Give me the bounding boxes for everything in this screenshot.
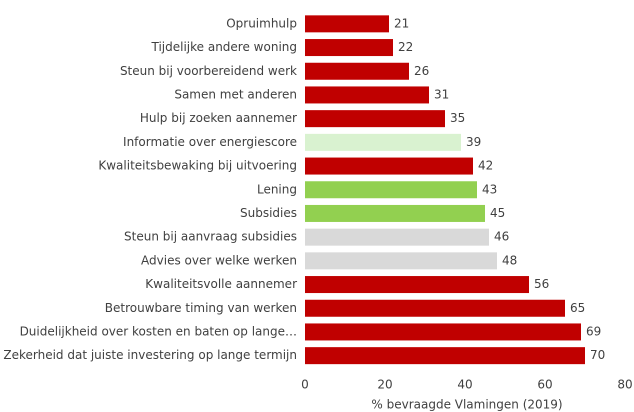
value-label: 65 [570, 301, 585, 315]
bar [305, 323, 581, 341]
value-label: 35 [450, 111, 465, 125]
x-tick-label: 60 [537, 378, 552, 392]
bar [305, 133, 461, 151]
category-label: Duidelijkheid over kosten en baten op la… [20, 324, 297, 338]
category-label: Samen met anderen [174, 87, 297, 101]
x-tick-label: 20 [377, 378, 392, 392]
value-label: 56 [534, 277, 549, 291]
bar [305, 86, 429, 104]
bar [305, 299, 565, 317]
category-label: Advies over welke werken [141, 253, 297, 267]
value-label: 45 [490, 206, 505, 220]
bar [305, 252, 497, 270]
value-label: 21 [394, 16, 409, 30]
value-label: 43 [482, 182, 497, 196]
value-label: 26 [414, 64, 429, 78]
value-label: 42 [478, 159, 493, 173]
bar [305, 347, 585, 365]
bar [305, 157, 473, 175]
category-label: Steun bij aanvraag subsidies [124, 230, 297, 244]
value-label: 31 [434, 87, 449, 101]
category-label: Kwaliteitsvolle aannemer [145, 277, 297, 291]
category-label: Zekerheid dat juiste investering op lang… [3, 348, 297, 362]
x-tick-label: 40 [457, 378, 472, 392]
value-label: 48 [502, 253, 517, 267]
category-label: Lening [257, 182, 297, 196]
bar [305, 15, 389, 33]
bar [305, 181, 477, 199]
x-tick-label: 0 [301, 378, 309, 392]
value-label: 39 [466, 135, 481, 149]
category-label: Kwaliteitsbewaking bij uitvoering [98, 159, 297, 173]
bar [305, 204, 485, 222]
category-label: Steun bij voorbereidend werk [120, 64, 297, 78]
bar [305, 228, 489, 246]
category-label: Opruimhulp [226, 16, 297, 30]
bar [305, 39, 393, 57]
category-label: Subsidies [240, 206, 297, 220]
x-tick-label: 80 [617, 378, 632, 392]
value-label: 69 [586, 324, 601, 338]
bar [305, 110, 445, 128]
category-label: Betrouwbare timing van werken [105, 301, 297, 315]
category-label: Tijdelijke andere woning [151, 40, 298, 54]
x-axis-label: % bevraagde Vlamingen (2019) [371, 398, 562, 412]
bar [305, 276, 529, 294]
value-label: 22 [398, 40, 413, 54]
value-label: 46 [494, 230, 509, 244]
bar [305, 62, 409, 80]
category-label: Hulp bij zoeken aannemer [140, 111, 297, 125]
value-label: 70 [590, 348, 605, 362]
category-label: Informatie over energiescore [123, 135, 297, 149]
